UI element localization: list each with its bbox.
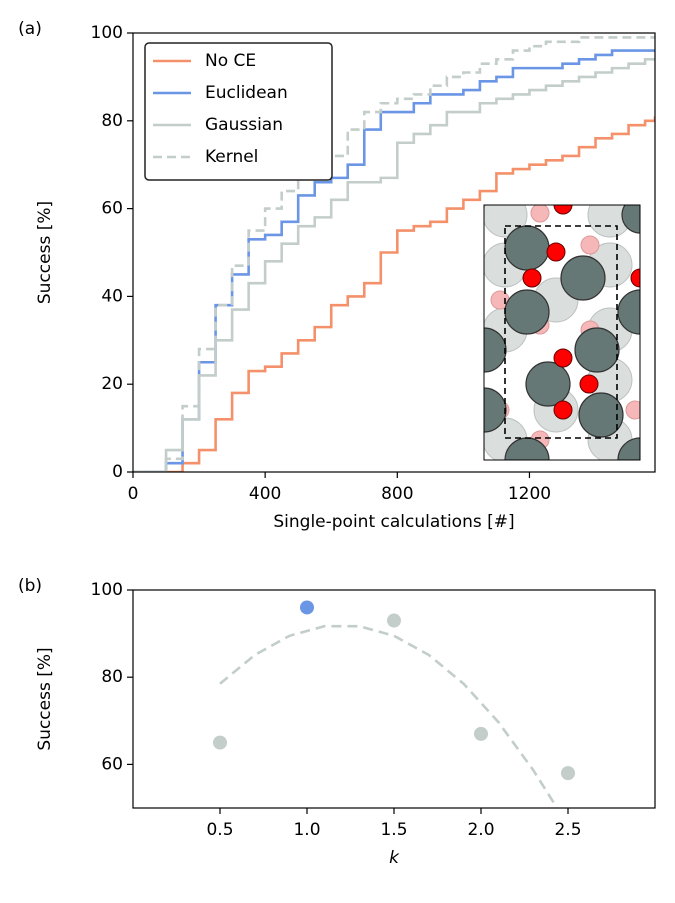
- series-line: [133, 36, 655, 472]
- x-tick-label: 2.5: [554, 820, 581, 840]
- series-line: [133, 58, 655, 472]
- x-tick-label: 800: [381, 484, 413, 504]
- legend-frame: [144, 42, 333, 181]
- y-axis-label: Success [%]: [35, 647, 55, 750]
- x-tick-label: 2.0: [467, 820, 494, 840]
- legend-label: No CE: [205, 51, 256, 71]
- plot-1: [213, 600, 575, 804]
- y-tick-label: 80: [101, 111, 123, 131]
- point: [561, 766, 575, 781]
- y-tick-label: 100: [91, 23, 123, 43]
- y-axis-label: Success [%]: [35, 201, 55, 304]
- y-tick-label: 60: [101, 199, 123, 219]
- point: [213, 735, 227, 750]
- x-tick-label: 1.5: [380, 820, 407, 840]
- y-tick-label: 0: [112, 462, 123, 482]
- point: [300, 600, 314, 615]
- point: [474, 726, 488, 741]
- legend-label: Euclidean: [205, 83, 288, 103]
- x-tick-label: 0.5: [206, 820, 233, 840]
- legend-label: Kernel: [205, 147, 258, 167]
- panel-label: (a): [18, 19, 42, 39]
- inset-structure: [484, 205, 640, 460]
- y-tick-label: 100: [91, 580, 123, 600]
- x-tick-label: 1200: [508, 484, 551, 504]
- y-tick-label: 60: [101, 754, 123, 774]
- series-line: [133, 116, 655, 472]
- fit-line: [219, 624, 556, 804]
- y-tick-label: 80: [101, 667, 123, 687]
- x-tick-label: 0: [128, 484, 139, 504]
- point: [387, 613, 401, 628]
- legend-label: Gaussian: [205, 115, 283, 135]
- y-tick-label: 20: [101, 374, 123, 394]
- x-tick-label: 400: [249, 484, 281, 504]
- x-tick-label: 1.0: [293, 820, 320, 840]
- axes-frame: [132, 32, 656, 473]
- plot-0: [133, 36, 655, 472]
- y-tick-label: 40: [101, 286, 123, 306]
- panel-label: (b): [18, 576, 42, 596]
- axes-frame: [132, 589, 656, 809]
- inset-frame: [483, 204, 641, 461]
- x-axis-label: Single-point calculations [#]: [273, 512, 514, 532]
- x-axis-label: k: [389, 848, 400, 868]
